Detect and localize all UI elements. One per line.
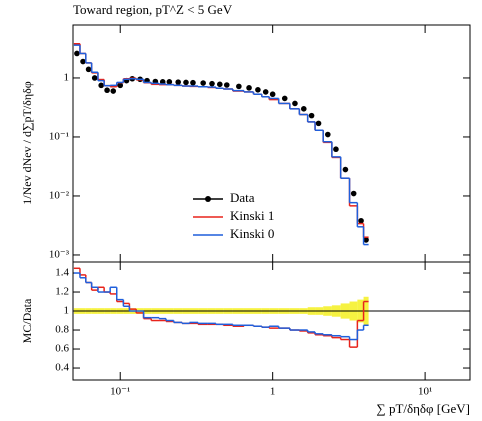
data-point [85, 66, 92, 73]
data-point [166, 79, 173, 85]
x-tick-label: 10⁻¹ [110, 386, 130, 398]
data-point [236, 83, 242, 90]
y-tick-label: 0.6 [55, 343, 69, 355]
data-point [262, 89, 269, 95]
plot-frame [72, 261, 471, 381]
y-axis-label: MC/Data [20, 298, 34, 343]
y-tick-label: 0.4 [55, 362, 69, 374]
data-point [363, 237, 369, 243]
data-point [209, 80, 215, 87]
data-point [325, 131, 331, 138]
legend-marker [205, 196, 211, 202]
x-tick-label: 10¹ [418, 386, 432, 398]
data-point [358, 217, 364, 224]
x-axis-label: ∑ pT/δηδφ [GeV] [376, 401, 470, 416]
y-axis-label: 1/Nev dNev / d∑pT/δηδφ [20, 81, 34, 204]
data-point [255, 87, 261, 93]
data-point [292, 100, 298, 107]
chart-title: Toward region, pT^Z < 5 GeV [73, 2, 233, 17]
data-point [350, 190, 357, 197]
data-point [300, 106, 307, 112]
data-point [110, 88, 117, 94]
y-tick-label: 10⁻² [49, 189, 70, 201]
data-point [223, 82, 230, 88]
data-point [246, 85, 252, 91]
data-point [281, 95, 288, 102]
data-point [342, 166, 349, 173]
data-point [308, 112, 315, 119]
y-tick-label: 10⁻³ [49, 248, 70, 260]
data-point [175, 79, 181, 85]
y-tick-label: 10⁻¹ [49, 130, 69, 142]
data-point [74, 50, 80, 57]
legend-label: Kinski 1 [230, 208, 274, 223]
y-tick-label: 0.8 [55, 324, 69, 336]
data-point [333, 146, 339, 153]
data-point [117, 82, 124, 89]
y-tick-label: 1 [64, 71, 70, 83]
data-point [269, 91, 276, 98]
data-point [80, 58, 86, 65]
y-tick-label: 1.4 [55, 267, 69, 279]
data-point [315, 120, 322, 127]
data-point [91, 75, 98, 81]
data-point [190, 79, 196, 86]
legend-label: Kinski 0 [230, 226, 274, 241]
y-tick-label: 1 [64, 305, 70, 317]
data-point [217, 81, 223, 88]
x-tick-label: 1 [270, 386, 276, 398]
data-point [200, 80, 206, 86]
legend-label: Data [230, 190, 255, 205]
data-point [159, 79, 166, 85]
data-point [183, 79, 189, 86]
y-tick-label: 1.2 [55, 286, 69, 298]
data-point [104, 87, 110, 94]
data-point [98, 82, 104, 89]
